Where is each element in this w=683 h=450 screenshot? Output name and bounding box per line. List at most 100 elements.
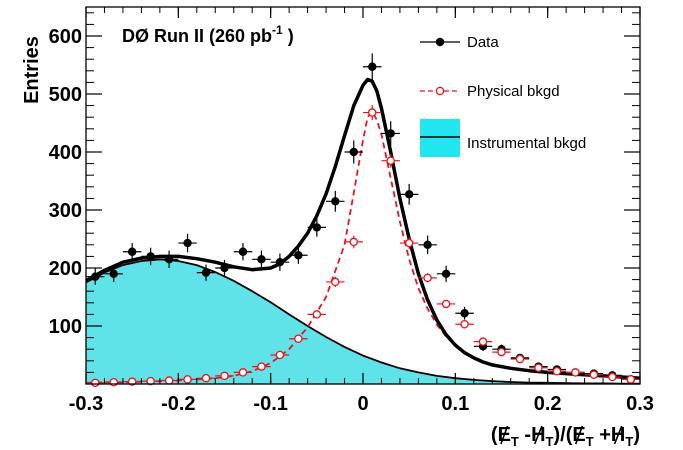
data-point-marker — [109, 269, 118, 278]
physical-bkgd-point-marker — [164, 376, 174, 385]
data-point — [141, 247, 160, 266]
data-point-marker — [238, 247, 248, 256]
physical-bkgd-point-marker — [367, 108, 377, 117]
data-point-marker — [91, 272, 100, 281]
data-point — [381, 121, 400, 146]
physical-bkgd-point — [436, 299, 456, 309]
physical-bkgd-point — [326, 276, 345, 288]
y-tick-label: 500 — [49, 84, 82, 106]
physical-bkgd-point — [473, 337, 493, 346]
data-point — [122, 243, 142, 261]
physical-bkgd-point — [178, 375, 197, 384]
physical-bkgd-point-marker — [275, 350, 285, 360]
data-point-marker — [183, 238, 192, 248]
y-axis-title: Entries — [21, 36, 43, 104]
data-point-marker — [368, 62, 377, 71]
physical-bkgd-point — [603, 372, 622, 382]
physical-bkgd-point — [584, 370, 604, 379]
physical-bkgd-point-marker — [534, 363, 543, 373]
legend-entry: Instrumental bkgd — [420, 119, 586, 157]
data-point — [270, 253, 290, 271]
data-point — [233, 243, 253, 261]
physical-bkgd-point — [455, 320, 474, 329]
physical-bkgd-point — [399, 237, 419, 249]
physical-bkgd-point — [289, 334, 308, 344]
physical-bkgd-point-marker — [386, 156, 395, 165]
data-point-marker — [349, 147, 358, 157]
data-point-marker — [331, 197, 340, 206]
physical-bkgd-point — [381, 153, 400, 168]
legend-marker — [435, 86, 445, 96]
data-point-marker — [257, 255, 266, 264]
physical-bkgd-point-marker — [201, 373, 211, 383]
x-tick-label: -0.3 — [69, 393, 103, 415]
x-tick-label: 0.2 — [534, 393, 562, 415]
y-tick-label: 400 — [49, 142, 82, 164]
physical-bkgd-point-marker — [589, 370, 599, 379]
legend-label: Physical bkgd — [467, 83, 560, 100]
legend-swatch — [420, 119, 460, 157]
data-point-marker — [294, 251, 303, 260]
data-point — [215, 259, 234, 277]
x-tick-label: 0 — [357, 393, 368, 415]
data-point — [86, 268, 105, 285]
data-point — [399, 183, 419, 205]
data-point — [363, 53, 382, 81]
physical-bkgd-point-marker — [478, 337, 488, 346]
physical-bkgd-point-marker — [238, 368, 248, 377]
physical-bkgd-point — [529, 363, 548, 373]
physical-bkgd-point-marker — [294, 334, 303, 344]
data-point — [289, 246, 308, 264]
data-point — [196, 264, 216, 281]
data-point — [436, 265, 456, 282]
slash-stroke — [500, 425, 509, 445]
run-annotation-prefix: DØ Run II (260 pb — [122, 26, 272, 46]
physical-bkgd-point-marker — [257, 362, 266, 371]
legend-entry: Data — [420, 34, 499, 51]
data-point-marker — [220, 263, 229, 273]
legend-label: Instrumental bkgd — [467, 135, 586, 152]
data-point-marker — [312, 223, 322, 232]
physical-bkgd-point — [510, 354, 530, 364]
data-point-marker — [460, 309, 469, 318]
physical-bkgd-point — [547, 366, 567, 376]
physical-bkgd-point-marker — [608, 372, 617, 382]
physical-bkgd-point — [215, 371, 234, 381]
data-point — [418, 235, 437, 255]
physical-bkgd-point — [363, 105, 382, 121]
data-point-marker — [275, 258, 285, 267]
y-tick-label: 100 — [49, 316, 82, 338]
slash-stroke — [533, 425, 543, 445]
data-point-marker — [127, 247, 137, 256]
data-point — [326, 190, 345, 212]
x-tick-label: 0.1 — [441, 393, 469, 415]
y-tick-label: 600 — [49, 26, 82, 48]
physical-bkgd-point-marker — [109, 378, 118, 387]
physical-bkgd-point-marker — [349, 237, 359, 247]
physical-bkgd-point-marker — [404, 238, 414, 248]
y-tick-label: 300 — [49, 200, 82, 222]
data-point — [252, 250, 271, 268]
physical-bkgd-point — [307, 310, 327, 319]
physical-bkgd-point-marker — [423, 273, 432, 283]
slash-stroke — [613, 425, 623, 445]
physical-bkgd-point — [233, 368, 253, 377]
x-tick-label: -0.1 — [253, 393, 287, 415]
physical-bkgd-point-marker — [460, 320, 469, 329]
data-point-marker — [423, 240, 432, 249]
data-point-marker — [146, 252, 155, 261]
physical-bkgd-point-marker — [515, 354, 525, 364]
run-annotation-sup: -1 — [272, 23, 283, 37]
data-point — [307, 218, 327, 237]
physical-bkgd-point-marker — [497, 347, 506, 357]
x-tick-label: -0.2 — [161, 393, 195, 415]
data-point-marker — [164, 255, 174, 264]
run-annotation: DØ Run II (260 pb-1 ) — [122, 23, 294, 46]
physical-bkgd-point — [418, 273, 437, 283]
data-point-marker — [404, 190, 414, 199]
physical-bkgd-point-marker — [90, 378, 100, 388]
physical-bkgd-point — [270, 350, 290, 360]
physical-bkgd-point-marker — [626, 375, 636, 384]
physical-bkgd-point-marker — [146, 376, 155, 386]
